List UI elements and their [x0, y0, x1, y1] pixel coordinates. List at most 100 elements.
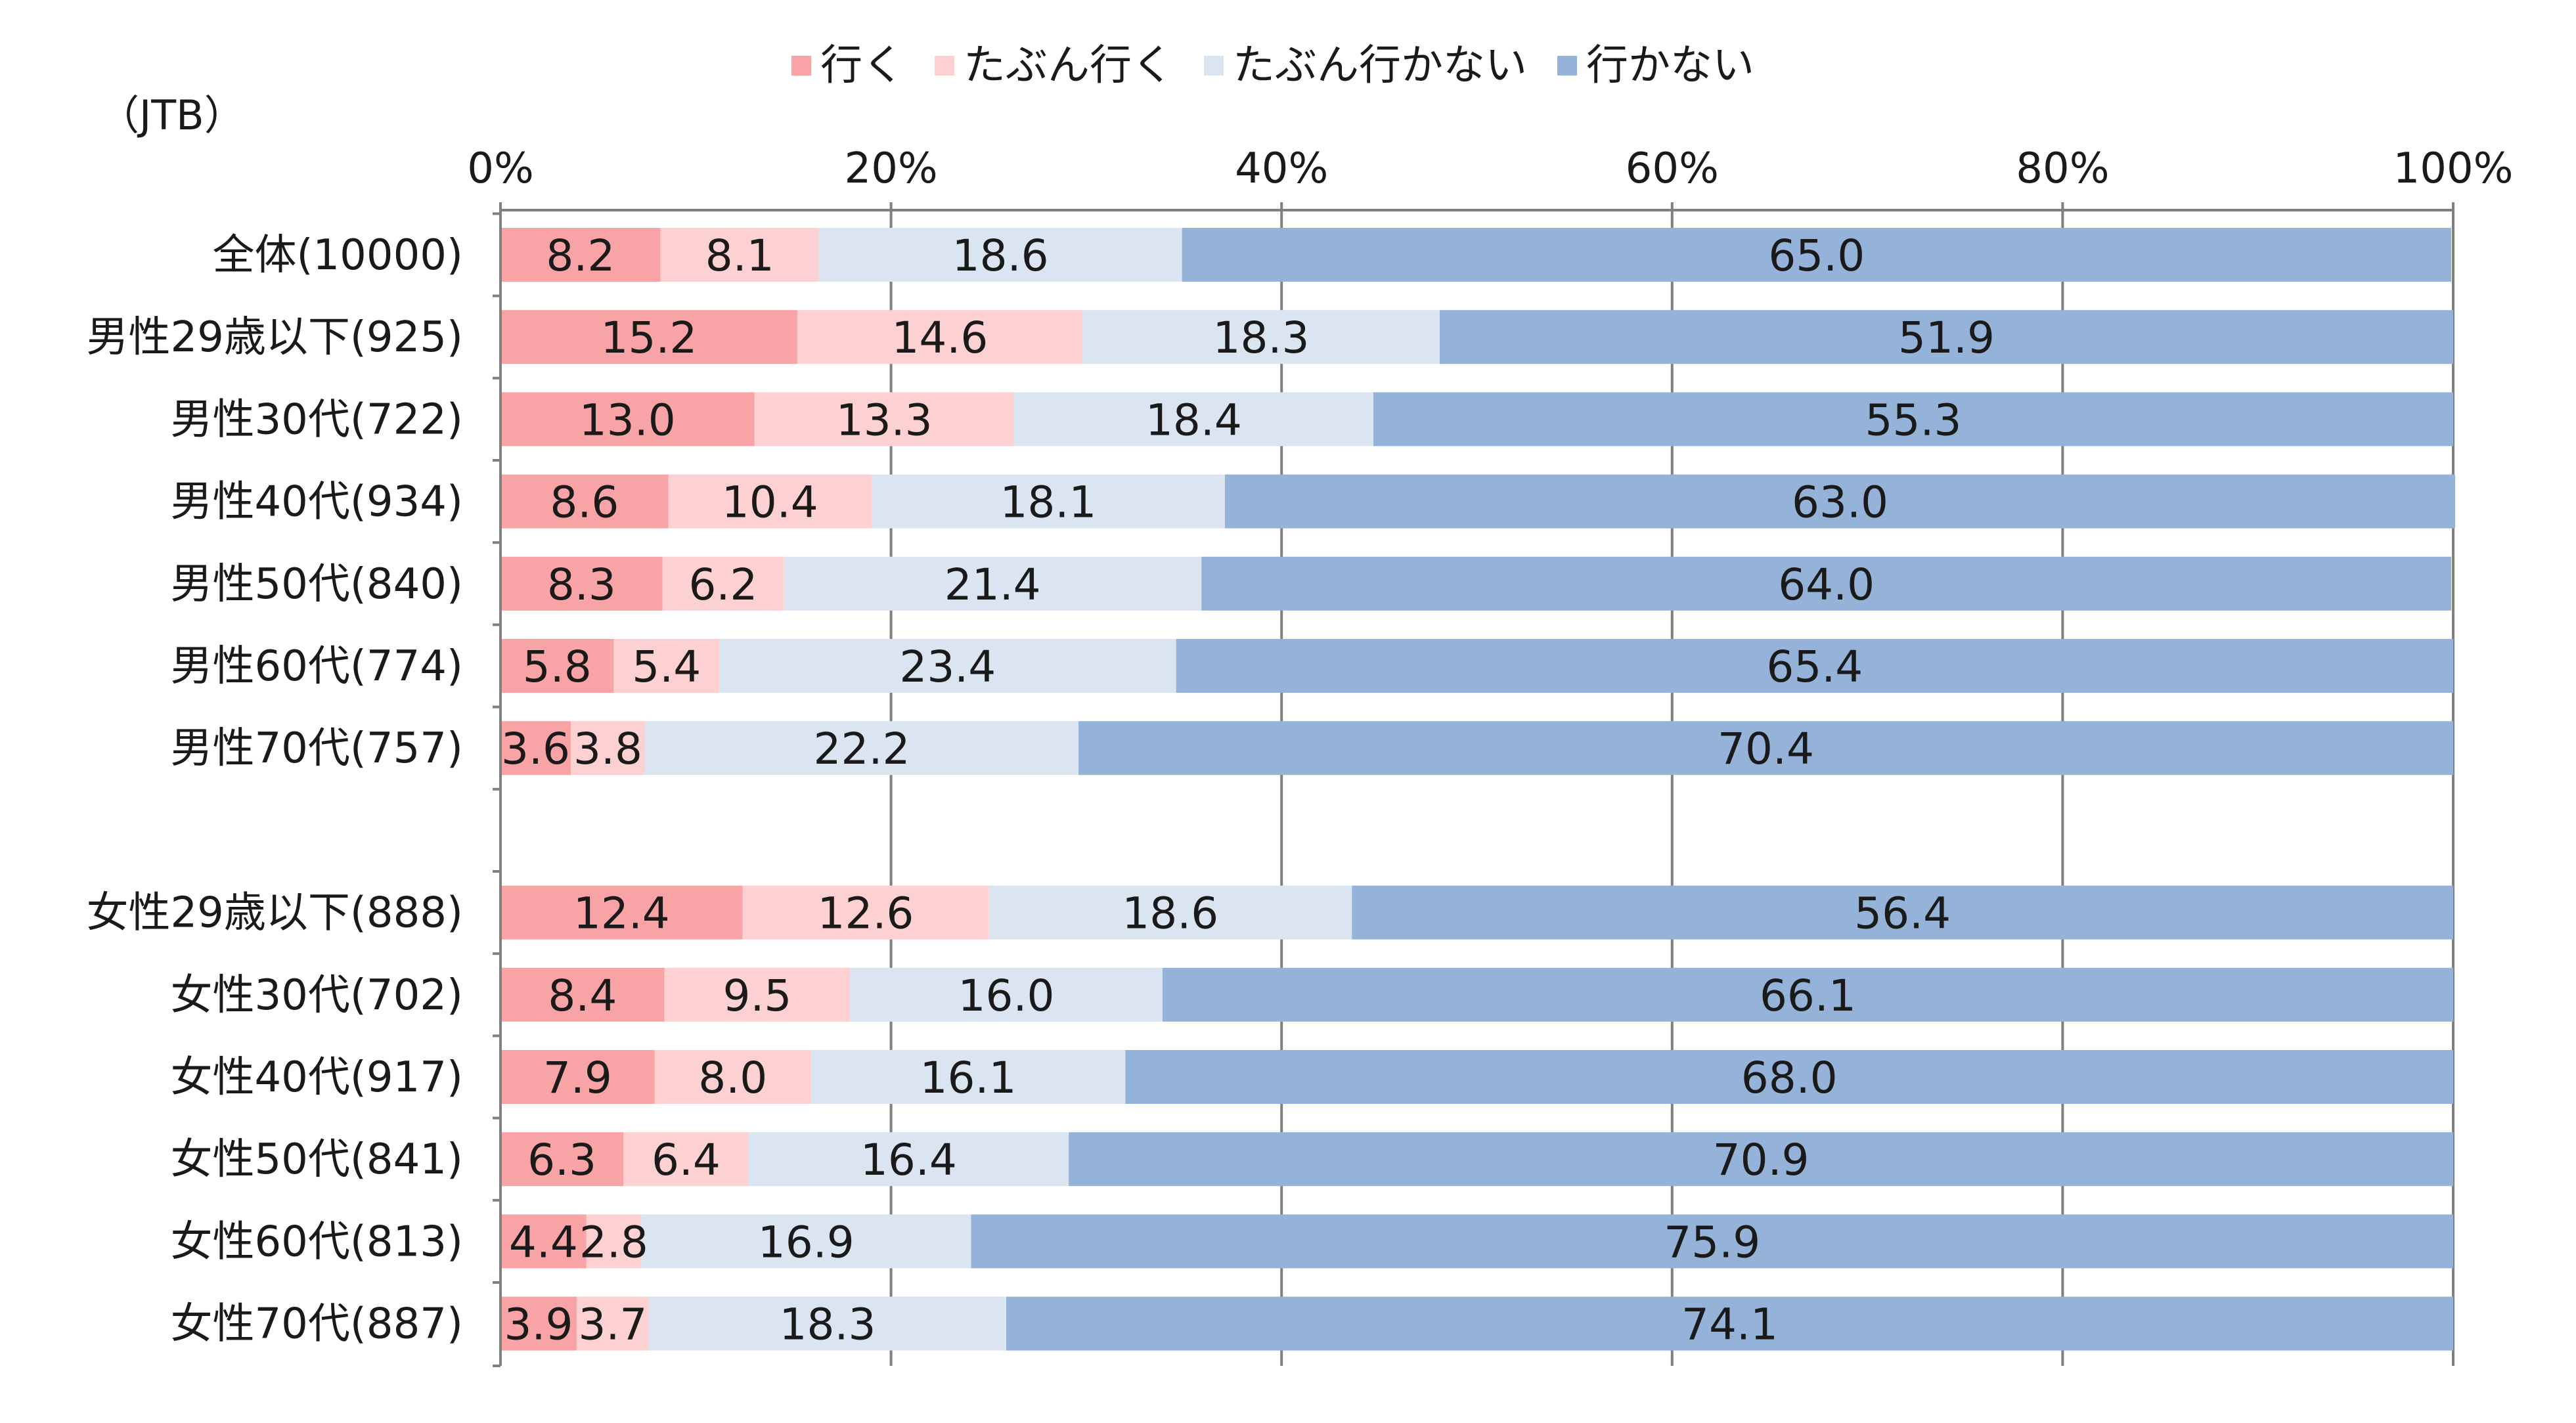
- bar-segment: [754, 392, 1014, 447]
- data-label: 68.0: [1741, 1053, 1838, 1103]
- data-label: 23.4: [899, 642, 996, 692]
- bar-segment: [818, 228, 1182, 282]
- bar-segment: [871, 474, 1225, 529]
- data-label: 16.9: [758, 1217, 855, 1267]
- data-label: 64.0: [1778, 559, 1875, 610]
- data-label: 4.4: [509, 1217, 578, 1267]
- data-label: 75.9: [1664, 1217, 1760, 1267]
- category-label: 女性70代(887): [170, 1300, 463, 1349]
- data-label: 66.1: [1760, 971, 1856, 1021]
- legend-swatch-iku: [791, 56, 811, 76]
- x-tick-label: 100%: [2393, 144, 2514, 193]
- bar-segment: [1373, 392, 2453, 447]
- data-label: 5.4: [632, 642, 701, 692]
- data-label: 56.4: [1854, 888, 1951, 939]
- data-label: 3.6: [501, 724, 570, 774]
- bar-segment: [500, 1296, 577, 1351]
- data-label: 3.8: [573, 724, 642, 774]
- data-label: 74.1: [1681, 1300, 1778, 1350]
- bar-segment: [1013, 392, 1373, 447]
- bar-segment: [613, 639, 719, 693]
- legend-item-tabun-iku: たぶん行く: [935, 45, 1174, 87]
- bar-segment: [988, 885, 1352, 940]
- category-label: 全体(10000): [212, 231, 463, 280]
- bar-segment: [500, 721, 571, 776]
- data-label: 8.0: [698, 1053, 767, 1103]
- data-label: 22.2: [814, 724, 910, 774]
- bar-segment: [1069, 1132, 2453, 1187]
- bar-segment: [1082, 310, 1440, 364]
- x-tick-label: 60%: [1626, 144, 1719, 193]
- data-label: 16.1: [920, 1053, 1017, 1103]
- data-label: 8.4: [548, 971, 617, 1021]
- bar-segment: [500, 885, 743, 940]
- axes: 0% 20% 40% 60% 80% 100%: [467, 144, 2514, 1367]
- category-label: 女性40代(917): [170, 1053, 463, 1102]
- data-label: 18.4: [1145, 395, 1242, 445]
- legend-item-iku: 行く: [791, 45, 904, 87]
- source-label: （JTB）: [99, 91, 245, 139]
- data-label: 65.4: [1766, 642, 1863, 692]
- bar-segment: [1176, 639, 2453, 693]
- category-label: 男性70代(757): [170, 724, 463, 773]
- x-tick-label: 40%: [1235, 144, 1328, 193]
- data-label: 16.0: [958, 971, 1055, 1021]
- bar-segment: [668, 474, 872, 529]
- x-tick-label: 80%: [2016, 144, 2109, 193]
- bar-segment: [850, 967, 1163, 1022]
- data-label: 12.4: [573, 888, 670, 939]
- category-label: 男性50代(840): [170, 560, 463, 609]
- category-label: 男性29歳以下(925): [86, 313, 463, 362]
- data-label: 6.2: [688, 559, 757, 610]
- data-label: 70.9: [1713, 1135, 1810, 1185]
- labels: 全体(10000) 8.2 8.1 18.6 65.0 男性29歳以下(925) 15.2 1…: [86, 230, 1995, 1350]
- bar-segment: [654, 1050, 811, 1104]
- data-label: 15.2: [600, 313, 697, 363]
- bar-segment: [1182, 228, 2452, 282]
- data-label: 18.6: [1122, 888, 1218, 939]
- bar-segment: [1078, 721, 2453, 776]
- legend-item-tabun-ikanai: たぶん行かない: [1204, 45, 1527, 87]
- data-label: 6.3: [527, 1135, 596, 1185]
- data-label: 10.4: [722, 477, 818, 528]
- bar-segment: [1352, 885, 2453, 940]
- bar-segment: [500, 228, 661, 282]
- bar-segment: [719, 639, 1176, 693]
- bar-segment: [797, 310, 1082, 364]
- bar-segment: [660, 228, 819, 282]
- bar-segment: [641, 1214, 971, 1269]
- bar-segment: [971, 1214, 2453, 1269]
- legend: 行く たぶん行く たぶん行かない 行かない: [791, 45, 1785, 87]
- gridlines: [889, 210, 2454, 1366]
- bar-segment: [664, 967, 851, 1022]
- data-label: 18.3: [1213, 313, 1310, 363]
- data-label: 5.8: [523, 642, 592, 692]
- bar-segment: [500, 474, 669, 529]
- x-tick-label: 0%: [467, 144, 534, 193]
- data-label: 3.7: [578, 1300, 647, 1350]
- legend-swatch-tabun-ikanai: [1204, 56, 1224, 76]
- bar-segment: [571, 721, 646, 776]
- data-label: 9.5: [722, 971, 791, 1021]
- bar-segment: [500, 967, 665, 1022]
- data-label: 8.6: [550, 477, 619, 528]
- data-label: 65.0: [1768, 230, 1865, 281]
- data-label: 13.3: [836, 395, 933, 445]
- legend-label: 行く: [820, 41, 904, 90]
- data-label: 18.1: [1000, 477, 1096, 528]
- data-label: 55.3: [1865, 395, 1961, 445]
- data-label: 3.9: [504, 1300, 573, 1350]
- data-label: 16.4: [860, 1135, 957, 1185]
- bar-segment: [586, 1214, 642, 1269]
- data-label: 2.8: [579, 1217, 648, 1267]
- bar-segment: [1125, 1050, 2453, 1104]
- bar-segment: [748, 1132, 1069, 1187]
- legend-label: たぶん行かない: [1233, 41, 1527, 90]
- bar-segment: [1162, 967, 2453, 1022]
- legend-label: たぶん行く: [964, 41, 1174, 90]
- bar-segment: [500, 392, 755, 447]
- data-label: 14.6: [891, 313, 988, 363]
- data-label: 8.3: [547, 559, 616, 610]
- category-label: 男性60代(774): [170, 642, 463, 691]
